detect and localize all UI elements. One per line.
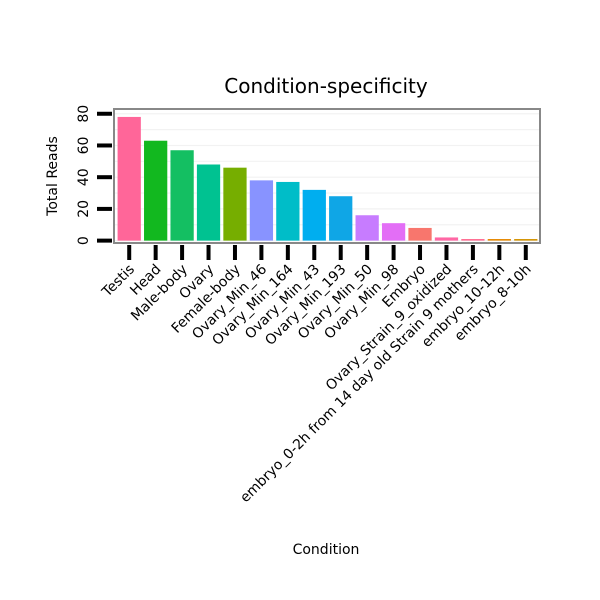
y-tick-label: 20	[76, 200, 92, 218]
bar	[249, 180, 274, 241]
y-axis: 0 20 40 60 80	[76, 105, 112, 245]
bar	[196, 164, 221, 241]
bar	[223, 167, 247, 241]
chart-title: Condition-specificity	[224, 74, 428, 98]
bar	[117, 116, 141, 241]
bar	[381, 223, 406, 241]
x-axis-title: Condition	[293, 542, 360, 558]
bars	[117, 116, 538, 241]
bar	[487, 239, 511, 241]
bar	[408, 227, 432, 241]
x-axis: TestisHeadMale-bodyOvaryFemale-bodyOvary…	[99, 245, 535, 506]
y-tick-label: 80	[76, 105, 92, 123]
y-tick-label: 40	[76, 168, 92, 186]
bar	[461, 239, 485, 241]
y-axis-title: Total Reads	[45, 136, 61, 217]
bar	[276, 181, 300, 241]
plot-frame	[113, 108, 541, 244]
bar	[329, 196, 353, 241]
bar	[302, 189, 326, 241]
y-tick-label: 0	[76, 236, 92, 245]
bar	[144, 140, 168, 241]
y-tick-label: 60	[76, 137, 92, 155]
bar	[434, 237, 459, 241]
bar	[355, 215, 379, 241]
bar	[170, 150, 194, 241]
bar	[514, 239, 538, 241]
